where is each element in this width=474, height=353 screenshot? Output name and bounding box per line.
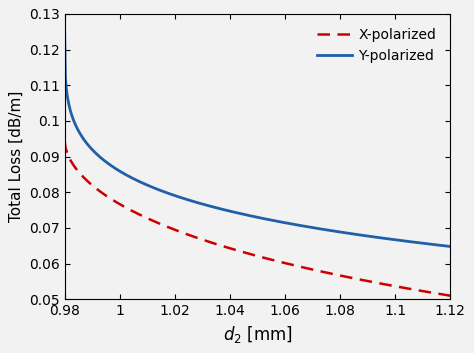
- X-polarized: [245, 251, 251, 256]
- X-polarized: [271, 258, 276, 262]
- Line: X-polarized: X-polarized: [64, 140, 450, 296]
- Y-polarized: [447, 244, 453, 249]
- X-polarized: [438, 292, 444, 296]
- Legend: X-polarized, Y-polarized: X-polarized, Y-polarized: [310, 21, 443, 70]
- X-axis label: $d_2$ [mm]: $d_2$ [mm]: [223, 324, 292, 345]
- X-polarized: [62, 138, 67, 143]
- Y-polarized: [245, 213, 251, 217]
- Y-polarized: [438, 243, 444, 247]
- X-polarized: [247, 252, 253, 256]
- X-polarized: [447, 294, 453, 298]
- X-polarized: [378, 281, 383, 286]
- X-polarized: [292, 263, 297, 268]
- Y-polarized: [271, 219, 276, 223]
- Y-polarized: [378, 236, 383, 240]
- Y-polarized: [62, 28, 67, 32]
- Y-polarized: [292, 222, 297, 227]
- Y-polarized: [247, 214, 253, 218]
- Line: Y-polarized: Y-polarized: [64, 30, 450, 246]
- Y-axis label: Total Loss [dB/m]: Total Loss [dB/m]: [9, 91, 23, 222]
